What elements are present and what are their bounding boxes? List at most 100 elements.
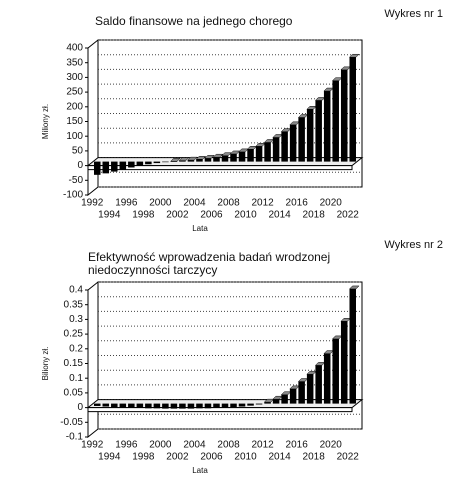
bar [340, 321, 348, 404]
bar-top [272, 134, 283, 138]
bar [349, 288, 356, 404]
x-tick-label: 2008 [217, 440, 240, 451]
y-tick-label: 0.2 [69, 343, 83, 354]
chart-title: niedoczynności tarczycy [88, 263, 217, 277]
bar [153, 403, 161, 409]
bar [230, 153, 237, 162]
x-tick-label: 2012 [251, 440, 274, 451]
bar [153, 161, 161, 164]
y-tick-label: 0.4 [69, 285, 83, 296]
bar-top [340, 318, 352, 322]
bar [315, 365, 322, 404]
bar [145, 161, 152, 165]
bar [264, 402, 271, 404]
bar [213, 157, 220, 162]
x-tick-label: 2020 [320, 440, 343, 451]
bar [289, 124, 297, 162]
bar [332, 338, 339, 404]
bar [247, 149, 254, 162]
bar [306, 109, 314, 162]
bar-top [306, 106, 318, 110]
bar [94, 161, 101, 175]
bar-top [204, 155, 215, 159]
bar-top [187, 156, 198, 161]
x-tick-label: 2016 [286, 440, 309, 451]
bar-top [314, 97, 326, 101]
bar [128, 161, 135, 168]
bar [196, 403, 203, 409]
bar [213, 403, 220, 409]
bar [170, 403, 178, 409]
side-wall [87, 280, 99, 439]
bar [281, 394, 288, 404]
bar [187, 403, 195, 409]
bar-top [212, 153, 224, 158]
x-tick-label: 2002 [166, 452, 189, 463]
y-tick-label: 0 [77, 160, 83, 171]
bar [340, 69, 348, 162]
bar [111, 403, 118, 408]
bar [238, 151, 246, 162]
y-tick-label: 200 [66, 101, 83, 112]
zero-plane-edge [87, 407, 353, 413]
x-tick-label: 2016 [286, 198, 309, 209]
bar [204, 158, 212, 162]
bar [102, 403, 110, 407]
bar-top [289, 121, 300, 126]
bar-top [348, 285, 360, 290]
bar [272, 137, 280, 162]
x-tick-label: 2012 [251, 198, 274, 209]
bar-top [178, 157, 190, 161]
bar [230, 403, 237, 408]
x-axis-label: Lata [192, 466, 208, 475]
x-tick-label: 2000 [149, 440, 172, 451]
bar [128, 403, 135, 408]
bar [196, 159, 203, 162]
bar [136, 161, 144, 166]
bar [204, 403, 212, 409]
bar [255, 403, 263, 405]
x-tick-label: 2006 [200, 210, 223, 221]
y-tick-label: 0.3 [69, 314, 83, 325]
x-tick-label: 1998 [132, 210, 155, 221]
x-tick-label: 2022 [337, 452, 360, 463]
chart-title: Saldo finansowe na jednego chorego [95, 14, 293, 28]
bar [94, 403, 101, 406]
bar [179, 160, 186, 162]
bar-top [280, 391, 292, 396]
x-tick-label: 2000 [149, 198, 172, 209]
bar-top [323, 350, 335, 354]
y-axis-label: Miliony zł. [41, 104, 50, 139]
bar-top [323, 87, 335, 92]
x-tick-label: 2004 [183, 440, 206, 451]
y-tick-label: -100 [63, 190, 83, 201]
bar-top [297, 378, 309, 382]
x-tick-label: 1998 [132, 452, 155, 463]
bar [255, 146, 263, 162]
bar [323, 91, 331, 162]
chart-label: Wykres nr 2 [384, 239, 443, 251]
bar [272, 399, 280, 404]
bar [187, 160, 195, 162]
x-tick-label: 2006 [200, 452, 223, 463]
x-tick-label: 1992 [81, 440, 104, 451]
y-axis-label: Biliony zł. [41, 347, 50, 381]
bar [247, 403, 254, 406]
bar-top [340, 66, 352, 71]
x-tick-label: 1996 [115, 198, 138, 209]
bar [136, 403, 144, 409]
y-tick-label: 300 [66, 72, 83, 83]
bar-top [280, 128, 292, 132]
bar [298, 117, 305, 162]
y-tick-label: 50 [72, 146, 84, 157]
bar-top [272, 395, 283, 400]
y-tick-label: 0.1 [69, 373, 83, 384]
bar [221, 403, 229, 408]
y-tick-label: 150 [66, 116, 83, 127]
x-tick-label: 1994 [98, 452, 121, 463]
bar [323, 353, 331, 404]
y-tick-label: -0.05 [60, 417, 83, 428]
chart-title: Efektywność wprowadzenia badań wrodzonej [88, 250, 330, 264]
bar [145, 403, 152, 409]
